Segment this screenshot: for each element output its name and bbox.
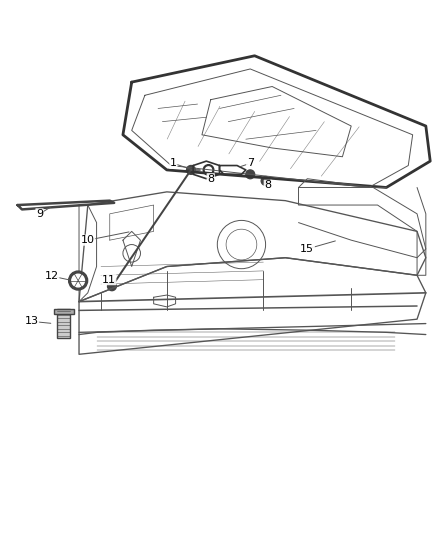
Circle shape	[261, 176, 269, 185]
Text: 12: 12	[45, 271, 59, 281]
Circle shape	[68, 271, 88, 290]
Circle shape	[107, 282, 116, 290]
Text: 1: 1	[170, 158, 177, 168]
Circle shape	[245, 170, 254, 179]
Text: 7: 7	[246, 158, 253, 168]
FancyBboxPatch shape	[53, 309, 73, 314]
Text: 15: 15	[300, 244, 314, 254]
FancyBboxPatch shape	[57, 309, 70, 338]
Circle shape	[203, 165, 213, 175]
Text: 8: 8	[207, 174, 214, 184]
Text: 9: 9	[36, 209, 43, 219]
Circle shape	[186, 166, 195, 174]
Text: 8: 8	[264, 180, 271, 190]
Text: 13: 13	[25, 317, 39, 326]
Text: 11: 11	[102, 274, 116, 285]
Circle shape	[72, 274, 84, 287]
Text: 10: 10	[81, 235, 95, 245]
Circle shape	[205, 167, 211, 173]
